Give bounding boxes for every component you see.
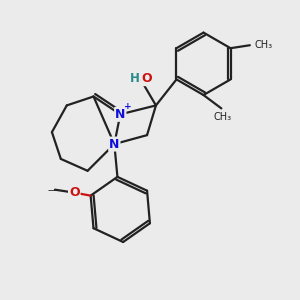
Text: CH₃: CH₃ [214,112,232,122]
Text: O: O [141,72,152,85]
Text: CH₃: CH₃ [254,40,272,50]
Text: N: N [115,108,125,121]
Text: H: H [130,72,140,85]
Text: +: + [124,101,131,110]
Text: O: O [69,186,80,199]
Text: N: N [109,138,119,151]
Text: —: — [47,185,57,195]
